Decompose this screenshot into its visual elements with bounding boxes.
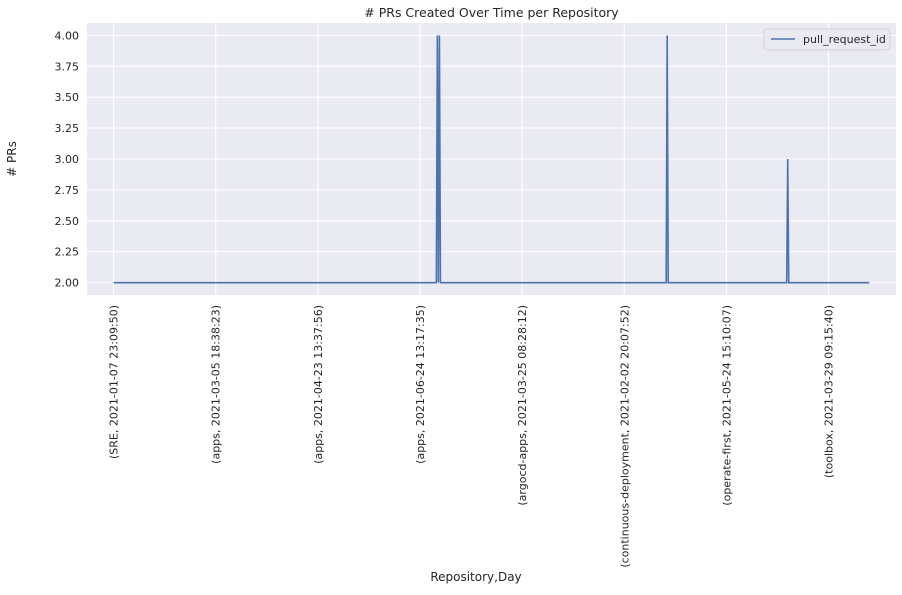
legend-label-pull-request-id: pull_request_id xyxy=(803,33,886,46)
x-tick-label: (apps, 2021-03-05 18:38:23) xyxy=(210,305,223,464)
y-tick-label: 3.25 xyxy=(55,122,80,135)
y-tick-label: 3.00 xyxy=(55,153,80,166)
y-tick-label: 3.75 xyxy=(55,60,80,73)
chart-title: # PRs Created Over Time per Repository xyxy=(364,5,619,20)
series-line-pull-request-id xyxy=(113,35,870,284)
x-tick-label: (SRE, 2021-01-07 23:09:50) xyxy=(108,305,121,459)
y-tick-label: 4.00 xyxy=(55,29,80,42)
x-tick-label: (operate-first, 2021-05-24 15:10:07) xyxy=(720,305,733,506)
legend: pull_request_id xyxy=(763,28,891,51)
x-tick-label: (argocd-apps, 2021-03-25 08:28:12) xyxy=(516,305,529,506)
x-tick-label: (apps, 2021-06-24 13:17:35) xyxy=(414,305,427,464)
x-tick-label: (continuous-deployment, 2021-02-02 20:07… xyxy=(618,305,631,568)
y-tick-label: 2.00 xyxy=(55,277,80,290)
x-tick-label: (toolbox, 2021-03-29 09:15:40) xyxy=(823,305,836,478)
y-tick-label: 3.50 xyxy=(55,91,80,104)
y-tick-label: 2.50 xyxy=(55,215,80,228)
y-axis-label: # PRs xyxy=(5,141,19,177)
x-axis-label: Repository,Day xyxy=(430,570,521,584)
y-tick-label: 2.25 xyxy=(55,246,80,259)
y-tick-label: 2.75 xyxy=(55,184,80,197)
x-tick-label: (apps, 2021-04-23 13:37:56) xyxy=(312,305,325,464)
